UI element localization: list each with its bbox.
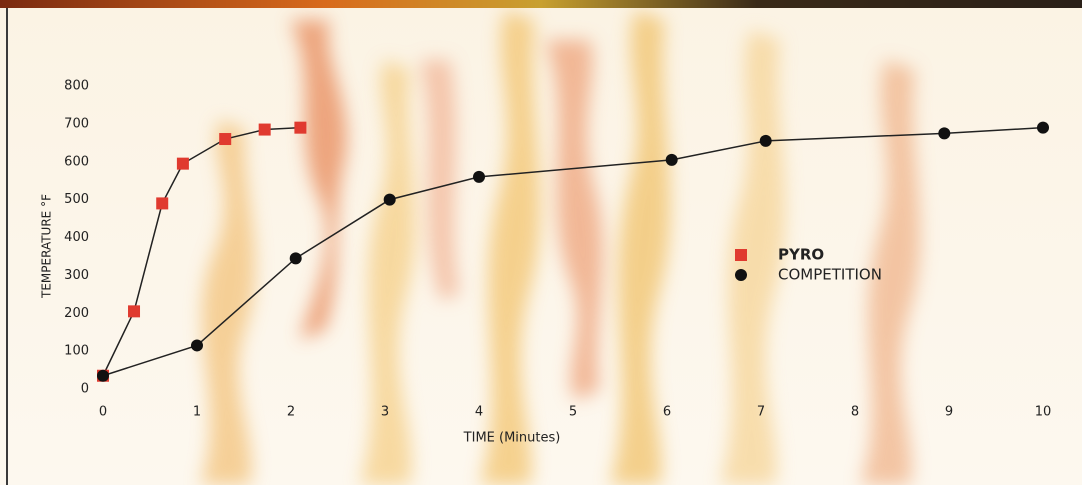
x-tick-label: 0 bbox=[99, 405, 107, 420]
top-band bbox=[0, 0, 1082, 8]
x-tick-label: 3 bbox=[381, 405, 389, 420]
x-tick-label: 6 bbox=[663, 405, 671, 420]
y-tick-label: 0 bbox=[81, 382, 89, 397]
y-tick-label: 200 bbox=[64, 306, 89, 321]
x-tick-label: 5 bbox=[569, 405, 577, 420]
page: {"chart_data": {"type": "line", "x_label… bbox=[0, 0, 1082, 485]
marker bbox=[760, 135, 772, 147]
y-tick-label: 400 bbox=[64, 230, 89, 245]
legend-label: PYRO bbox=[778, 246, 824, 264]
x-tick-label: 10 bbox=[1035, 405, 1052, 420]
legend-marker bbox=[735, 269, 747, 281]
y-tick-label: 600 bbox=[64, 154, 89, 169]
marker bbox=[473, 171, 485, 183]
y-tick-label: 700 bbox=[64, 116, 89, 131]
x-tick-label: 9 bbox=[945, 405, 953, 420]
y-axis-label: TEMPERATURE °F bbox=[40, 194, 54, 299]
marker bbox=[97, 370, 109, 382]
x-axis-label: TIME (Minutes) bbox=[463, 431, 561, 446]
legend-label: COMPETITION bbox=[778, 266, 882, 284]
marker bbox=[1037, 122, 1049, 134]
y-tick-label: 100 bbox=[64, 344, 89, 359]
x-tick-label: 7 bbox=[757, 405, 765, 420]
legend-marker bbox=[735, 249, 747, 261]
marker bbox=[666, 154, 678, 166]
y-tick-label: 500 bbox=[64, 192, 89, 207]
x-tick-label: 4 bbox=[475, 405, 483, 420]
marker bbox=[259, 124, 271, 136]
marker bbox=[128, 305, 140, 317]
chart: TIME (Minutes) TEMPERATURE °F 0100200300… bbox=[0, 0, 1082, 485]
marker bbox=[219, 133, 231, 145]
marker bbox=[290, 252, 302, 264]
marker bbox=[156, 197, 168, 209]
left-border bbox=[6, 8, 8, 485]
y-tick-label: 800 bbox=[64, 79, 89, 94]
x-tick-label: 2 bbox=[287, 405, 295, 420]
x-tick-label: 8 bbox=[851, 405, 859, 420]
marker bbox=[294, 122, 306, 134]
marker bbox=[384, 194, 396, 206]
y-tick-label: 300 bbox=[64, 268, 89, 283]
marker bbox=[191, 339, 203, 351]
marker bbox=[938, 127, 950, 139]
marker bbox=[177, 158, 189, 170]
x-tick-label: 1 bbox=[193, 405, 201, 420]
